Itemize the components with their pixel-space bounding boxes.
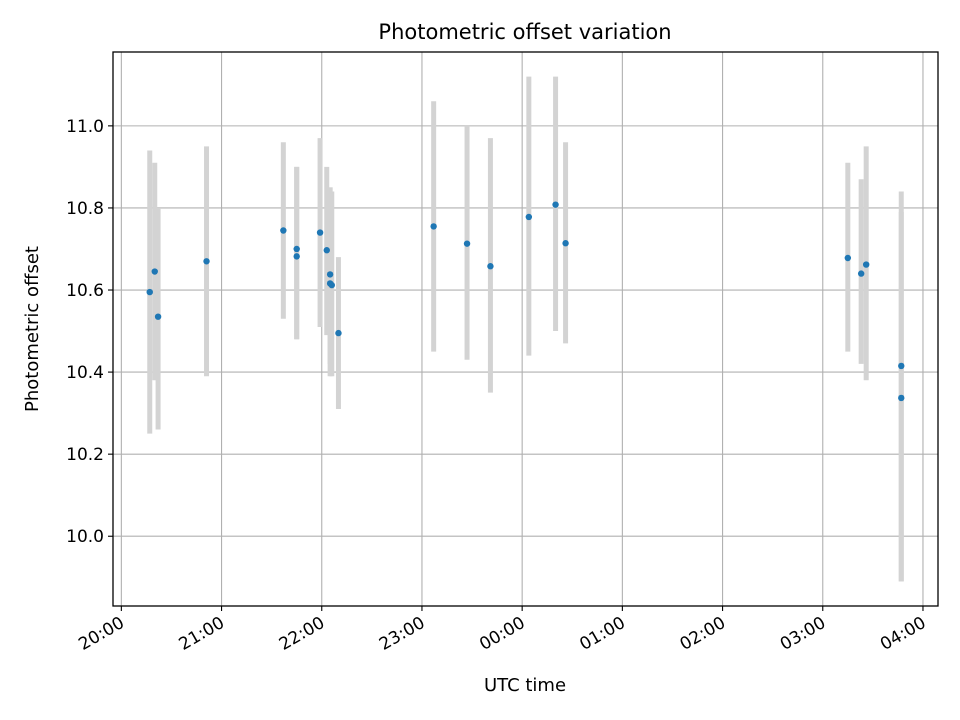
ticks: 20:00 21:00 22:00 23:00 00:00 01:00 02:00 03:00… — [66, 117, 929, 655]
data-point — [326, 271, 334, 278]
errorbars — [147, 76, 904, 582]
data-point — [154, 313, 162, 320]
data-point — [323, 247, 330, 254]
data-point — [487, 263, 494, 270]
x-tick-label: 03:00 — [777, 613, 829, 655]
x-tick-label: 23:00 — [376, 613, 428, 655]
data-point — [316, 229, 324, 236]
y-tick-label: 10.2 — [66, 445, 104, 465]
data-point — [857, 270, 865, 277]
data-point — [430, 223, 437, 230]
x-tick-label: 04:00 — [877, 613, 929, 655]
data-point — [525, 213, 533, 221]
data-point — [562, 240, 569, 247]
data-point — [463, 240, 471, 247]
x-tick-label: 22:00 — [276, 613, 328, 655]
data-point — [898, 362, 905, 370]
data-point — [552, 201, 559, 208]
grid — [113, 52, 938, 606]
data-point — [151, 268, 158, 275]
x-axis-label: UTC time — [484, 675, 566, 696]
data-points — [146, 201, 905, 402]
y-tick-label: 10.8 — [66, 199, 104, 219]
x-tick-label: 21:00 — [176, 613, 228, 655]
data-point — [898, 394, 905, 402]
data-point — [862, 261, 870, 268]
data-point — [844, 254, 852, 262]
y-axis-label: Photometric offset — [22, 246, 43, 412]
x-tick-label: 20:00 — [75, 613, 127, 655]
x-tick-label: 01:00 — [576, 613, 628, 655]
y-tick-label: 10.0 — [66, 527, 104, 547]
chart-title: Photometric offset variation — [378, 20, 671, 44]
x-tick-label: 02:00 — [677, 613, 729, 655]
x-tick-label: 00:00 — [476, 613, 528, 655]
y-tick-label: 11.0 — [66, 117, 104, 137]
data-point — [203, 258, 210, 265]
data-point — [293, 253, 300, 260]
data-point — [146, 288, 153, 296]
data-point — [293, 245, 300, 253]
data-point — [280, 227, 287, 234]
data-point — [328, 281, 335, 289]
y-tick-label: 10.4 — [66, 363, 104, 383]
y-tick-label: 10.6 — [66, 281, 104, 301]
plot-frame — [112, 51, 939, 607]
data-point — [335, 329, 342, 337]
